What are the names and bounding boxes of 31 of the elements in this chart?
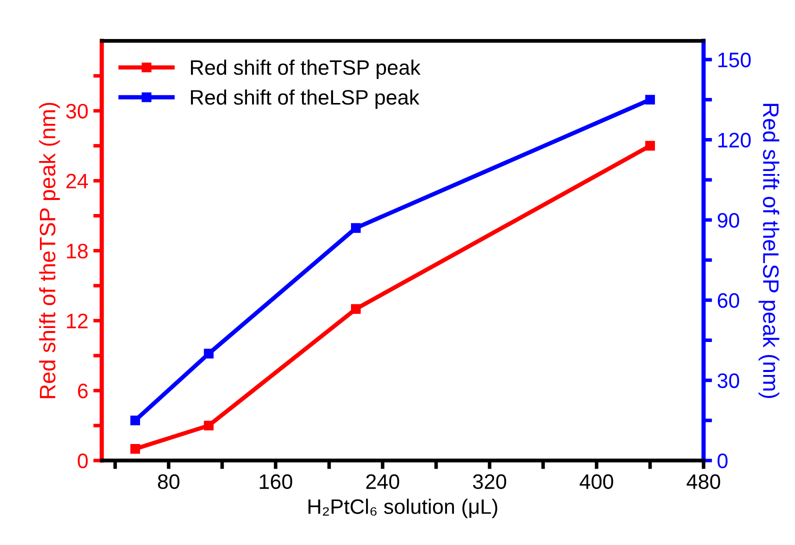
y-tick-label: 6 [78, 384, 88, 398]
point [204, 420, 214, 430]
y2-tick-label: 30 [718, 373, 740, 388]
y-axis-title: Red shift of theTSP peak (nm) [39, 102, 60, 398]
y2-tick-label: 150 [718, 52, 751, 68]
point [645, 140, 655, 151]
y-tick-label: 12 [66, 314, 88, 328]
y2-axis-title: Red shift of theLSP peak (nm) [758, 104, 780, 398]
point [351, 304, 361, 314]
x-tick-label: 400 [580, 474, 614, 490]
legend-label: Red shift of theLSP peak [190, 89, 420, 109]
point [204, 348, 214, 358]
y2-tick-label: 120 [718, 132, 751, 148]
y2-tick-label: 90 [718, 212, 740, 228]
point [645, 94, 655, 105]
y-tick-label: 24 [66, 174, 88, 188]
x-axis-title: H₂PtCl₆ solution (μL) [308, 498, 498, 518]
x-tick-label: 80 [158, 474, 180, 490]
x-tick-label: 480 [686, 474, 720, 490]
y-tick-label: 0 [78, 454, 88, 468]
y2-tick-label: 60 [718, 293, 740, 308]
legend-label: Red shift of theTSP peak [190, 60, 421, 80]
y2-tick-label: 0 [718, 454, 728, 468]
y-tick-label: 18 [66, 244, 88, 258]
point [130, 416, 140, 426]
x-tick-label: 240 [366, 474, 400, 490]
x-tick-label: 320 [473, 474, 506, 490]
point [130, 444, 140, 454]
x-tick-label: 160 [260, 474, 292, 490]
point [351, 223, 361, 233]
y-tick-label: 30 [66, 104, 88, 119]
